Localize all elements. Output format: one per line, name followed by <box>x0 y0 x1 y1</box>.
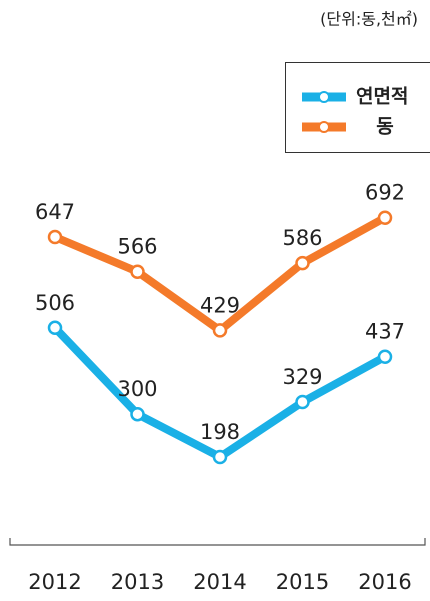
legend-label: 연면적 <box>356 86 408 108</box>
data-label: 647 <box>35 200 75 224</box>
x-axis <box>9 538 426 546</box>
data-label: 586 <box>282 226 322 250</box>
x-tick-label: 2013 <box>111 570 164 594</box>
x-tick-label: 2015 <box>276 570 329 594</box>
point <box>377 349 393 364</box>
data-label: 300 <box>117 377 157 401</box>
point <box>130 264 145 279</box>
x-tick-label: 2012 <box>28 570 81 594</box>
legend-marker <box>318 91 330 103</box>
data-label: 198 <box>200 420 240 444</box>
point <box>377 210 393 225</box>
data-label: 566 <box>117 235 157 259</box>
data-label: 437 <box>365 320 405 344</box>
data-label: 506 <box>35 291 75 315</box>
point <box>47 229 63 245</box>
point <box>130 406 145 422</box>
point <box>47 320 63 336</box>
x-tick-label: 2014 <box>193 570 246 594</box>
legend-marker <box>318 121 330 133</box>
point <box>295 394 310 410</box>
point <box>212 323 228 338</box>
legend-label: 동 <box>376 116 393 138</box>
data-label: 329 <box>282 365 322 389</box>
data-label: 692 <box>365 181 405 205</box>
unit-note: (단위:동,천㎡) <box>320 10 418 29</box>
point <box>212 449 228 465</box>
data-label: 429 <box>200 293 240 317</box>
x-tick-label: 2016 <box>358 570 411 594</box>
point <box>295 255 310 271</box>
legend-box <box>285 62 430 153</box>
